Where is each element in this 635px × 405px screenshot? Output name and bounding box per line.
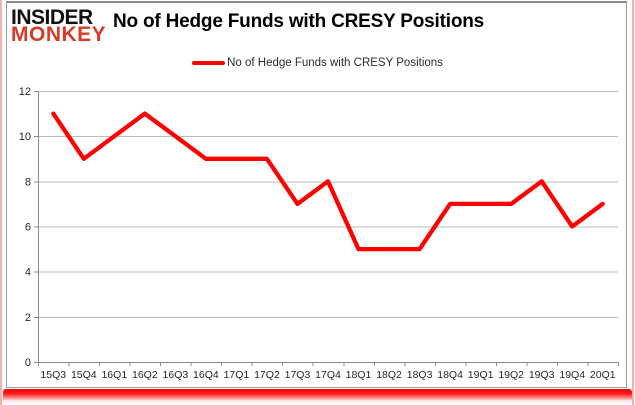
legend-label: No of Hedge Funds with CRESY Positions <box>227 57 443 69</box>
legend-line-swatch <box>192 61 226 65</box>
frame-right-edge <box>632 0 634 405</box>
chart-title: No of Hedge Funds with CRESY Positions <box>113 11 485 32</box>
frame-left-edge <box>0 0 2 405</box>
insider-monkey-logo: INSIDER MONKEY <box>11 7 106 46</box>
red-accent-bar <box>3 389 632 404</box>
logo-insider-text: INSIDER <box>11 6 93 29</box>
chart-legend: No of Hedge Funds with CRESY Positions <box>0 57 635 69</box>
logo-monkey-text: MONKEY <box>11 23 107 46</box>
